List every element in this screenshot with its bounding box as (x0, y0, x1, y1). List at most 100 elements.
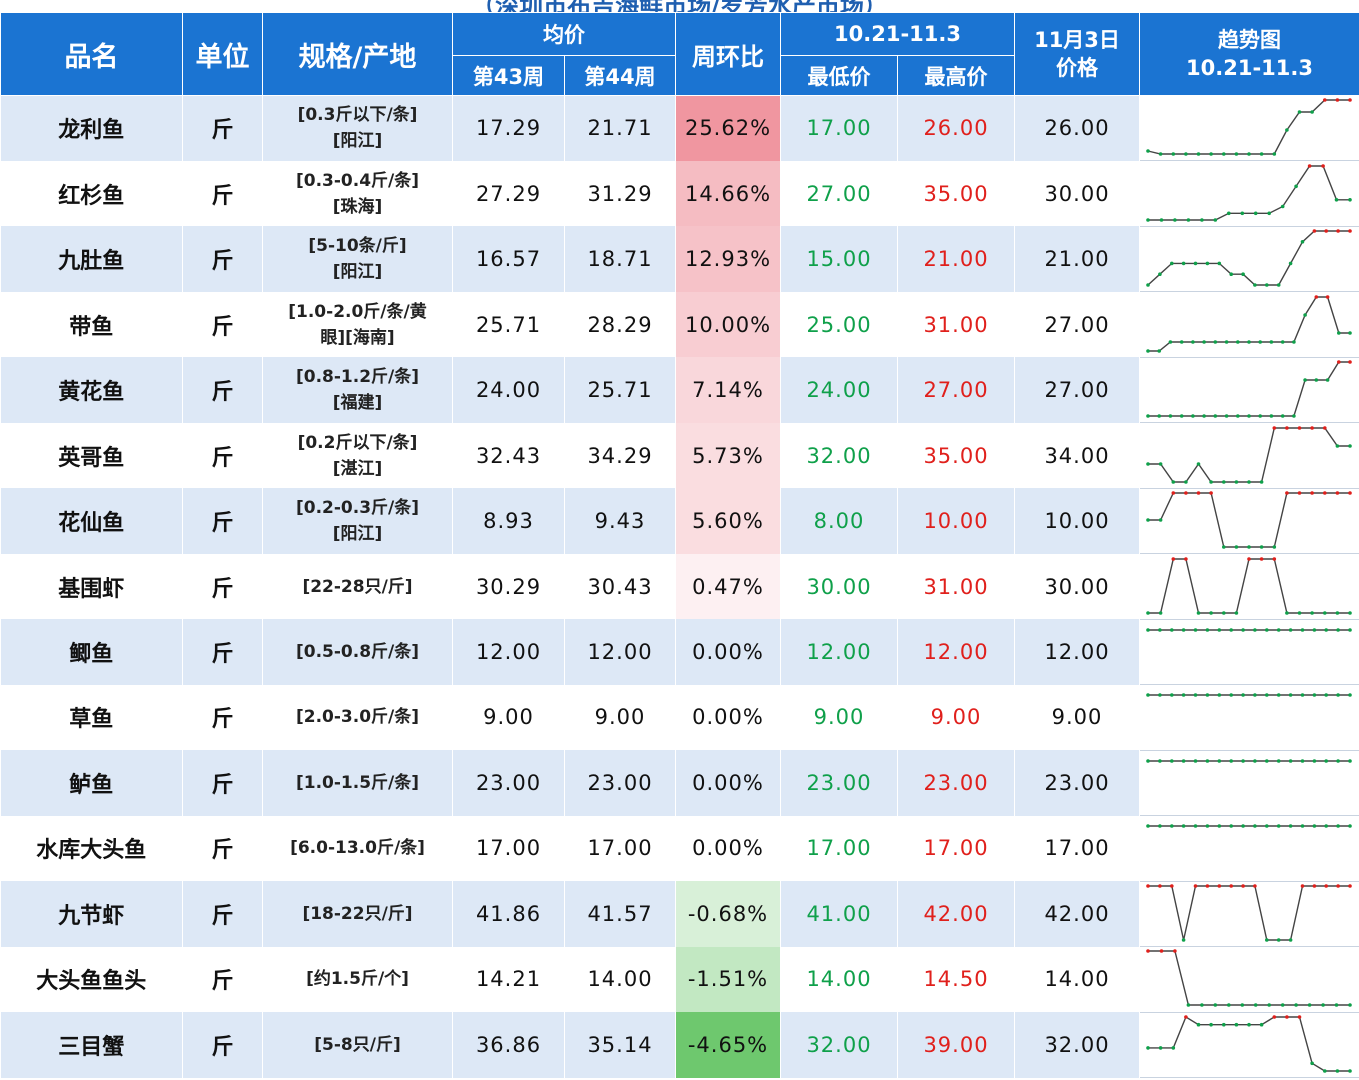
sparkline-point (1146, 884, 1150, 888)
cell-trend (1139, 684, 1359, 751)
sparkline-point (1324, 628, 1328, 632)
spec-line-1: [22-28只/斤] (302, 576, 413, 597)
sparkline-point (1323, 610, 1327, 615)
sparkline-point (1234, 610, 1239, 615)
sparkline-point (1272, 425, 1277, 430)
sparkline-point (1253, 759, 1257, 763)
cell-spec: [1.0-2.0斤/条/黄 眼][海南] (262, 291, 453, 358)
sparkline-point (1288, 824, 1293, 829)
sparkline-point (1146, 1045, 1150, 1050)
header-name: 品名 (0, 12, 183, 96)
sparkline-point (1202, 414, 1206, 418)
sparkline-point (1267, 1003, 1271, 1008)
sparkline-point (1348, 98, 1352, 103)
cell-spec: [2.0-3.0斤/条] (262, 684, 453, 751)
cell-spec: [0.2斤以下/条] [湛江] (262, 422, 453, 489)
sparkline-point (1323, 1068, 1327, 1073)
sparkline-point (1193, 693, 1198, 698)
sparkline-point (1205, 884, 1210, 888)
trend-sparkline (1146, 693, 1352, 698)
sparkline-path (1148, 361, 1350, 417)
sparkline-point (1209, 610, 1213, 615)
cell-unit: 斤 (182, 226, 263, 292)
header-range-group: 10.21-11.3 (780, 12, 1015, 56)
sparkline-point (1323, 98, 1327, 103)
sparkline-point (1253, 693, 1257, 698)
cell-nov3-price: 9.00 (1014, 684, 1140, 751)
sparkline-point (1229, 272, 1233, 277)
sparkline-path (1148, 950, 1350, 1007)
cell-spec: [0.8-1.2斤/条] [福建] (262, 357, 453, 423)
cell-nov3-price: 27.00 (1014, 357, 1140, 423)
sparkline-point (1229, 824, 1233, 829)
sparkline-point (1213, 217, 1218, 222)
trend-sparkline (1146, 884, 1352, 942)
sparkline-point (1259, 152, 1264, 157)
cell-min-price: 30.00 (780, 553, 898, 620)
sparkline-point (1247, 479, 1251, 484)
cell-name: 三目蟹 (0, 1012, 183, 1078)
sparkline-point (1336, 693, 1340, 698)
sparkline-point (1336, 759, 1340, 763)
sparkline-point (1146, 628, 1150, 632)
sparkline-point (1265, 759, 1269, 763)
cell-wow: 0.00% (675, 619, 781, 685)
sparkline-point (1170, 261, 1174, 266)
sparkline-point (1173, 949, 1177, 954)
sparkline-point (1184, 152, 1188, 157)
table-row: 九节虾斤 [18-22只/斤] 41.86 41.57 -0.68% 41.00 42.00… (0, 881, 1359, 948)
sparkline-point (1348, 693, 1352, 698)
sparkline-point (1285, 425, 1289, 430)
cell-max-price: 31.00 (897, 553, 1015, 620)
sparkline-point (1224, 414, 1229, 418)
sparkline-point (1186, 217, 1191, 222)
sparkline-point (1280, 414, 1285, 418)
cell-name: 花仙鱼 (0, 488, 183, 554)
sparkline-point (1288, 261, 1293, 266)
sparkline-point (1196, 461, 1201, 466)
cell-trend (1139, 881, 1359, 948)
sparkline-point (1205, 261, 1210, 266)
sparkline-point (1229, 693, 1233, 698)
sparkline-point (1234, 545, 1239, 549)
sparkline-path (1148, 885, 1350, 941)
cell-spec: [6.0-13.0斤/条] (262, 815, 453, 882)
sparkline-path (1148, 165, 1350, 221)
sparkline-point (1158, 824, 1162, 829)
header-trend-line1: 趋势图 (1218, 28, 1281, 52)
sparkline-path (1148, 557, 1350, 614)
header-nov3-price: 11月3日 价格 (1014, 12, 1140, 96)
cell-name: 基围虾 (0, 553, 183, 620)
sparkline-point (1335, 98, 1340, 103)
cell-max-price: 42.00 (897, 881, 1015, 947)
cell-min-price: 27.00 (780, 160, 898, 227)
cell-max-price: 31.00 (897, 291, 1015, 358)
sparkline-point (1348, 628, 1352, 632)
sparkline-point (1303, 378, 1307, 382)
sparkline-point (1276, 628, 1281, 632)
cell-week43-avg: 17.00 (452, 815, 565, 882)
sparkline-point (1267, 211, 1271, 215)
sparkline-point (1247, 414, 1251, 418)
cell-unit: 斤 (182, 684, 263, 751)
sparkline-point (1265, 283, 1269, 287)
sparkline-point (1158, 693, 1162, 698)
spec-line-1: [5-8只/斤] (314, 1034, 401, 1055)
cell-name: 水库大头鱼 (0, 815, 183, 882)
spec-line-2: [阳江] (332, 262, 383, 283)
sparkline-point (1170, 693, 1174, 698)
cell-spec: [0.2-0.3斤/条] [阳江] (262, 488, 453, 554)
sparkline-point (1253, 1003, 1258, 1008)
sparkline-point (1213, 1003, 1218, 1008)
trend-sparkline (1146, 824, 1352, 829)
sparkline-point (1200, 217, 1204, 222)
sparkline-point (1202, 339, 1206, 344)
sparkline-point (1300, 759, 1305, 763)
sparkline-point (1213, 414, 1218, 418)
sparkline-point (1312, 628, 1317, 632)
sparkline-point (1181, 693, 1186, 698)
sparkline-point (1253, 884, 1257, 888)
cell-name: 草鱼 (0, 684, 183, 751)
sparkline-point (1312, 693, 1317, 698)
cell-week43-avg: 8.93 (452, 488, 565, 554)
